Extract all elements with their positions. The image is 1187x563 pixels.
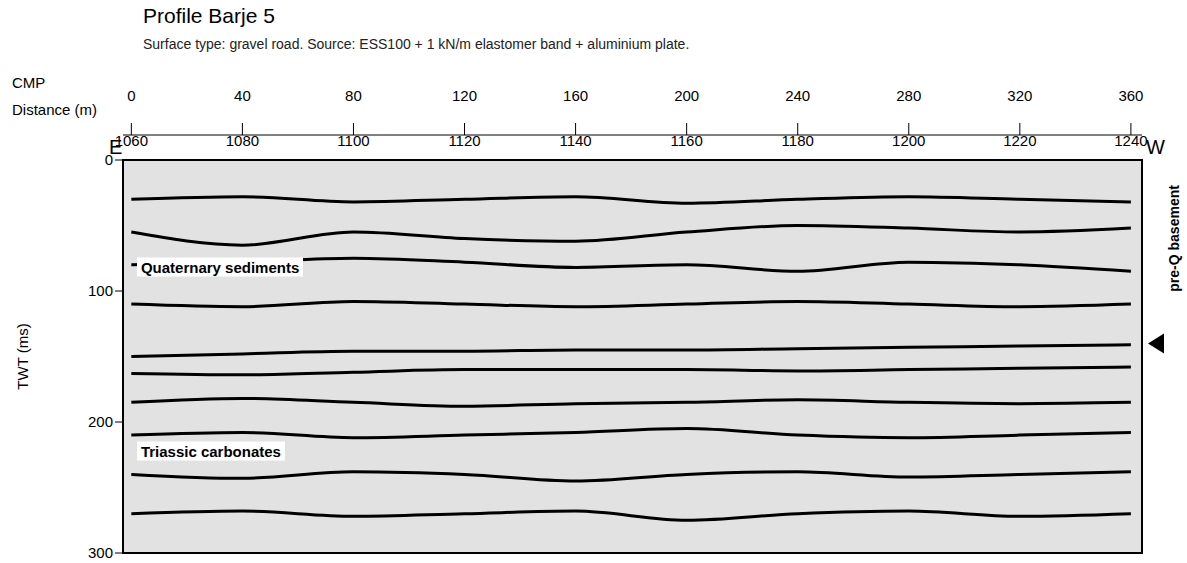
- svg-text:1180: 1180: [782, 132, 814, 149]
- html-text:Distance (m): Distance (m): [12, 101, 97, 118]
- svg-text:360: 360: [1118, 87, 1143, 104]
- html-text:CMP: CMP: [12, 74, 46, 91]
- svg-text:1120: 1120: [448, 132, 480, 149]
- svg-text:120: 120: [452, 87, 477, 104]
- svg-text:80: 80: [345, 87, 362, 104]
- svg-text:TWT (ms): TWT (ms): [14, 323, 31, 389]
- svg-text:pre-Q basement: pre-Q basement: [1166, 185, 1182, 292]
- html-text:Surface type: gravel road. Sou: Surface type: gravel road. Source: ESS10…: [143, 36, 690, 52]
- svg-text:40: 40: [234, 87, 251, 104]
- svg-text:W: W: [1146, 136, 1165, 158]
- svg-text:1100: 1100: [337, 132, 369, 149]
- svg-text:0: 0: [127, 87, 135, 104]
- svg-text:1080: 1080: [226, 132, 259, 149]
- svg-text:200: 200: [88, 413, 113, 430]
- svg-text:1240: 1240: [1114, 132, 1147, 149]
- svg-text:1060: 1060: [115, 132, 148, 149]
- svg-text:100: 100: [88, 282, 113, 299]
- svg-text:280: 280: [896, 87, 921, 104]
- svg-text:1200: 1200: [892, 132, 925, 149]
- svg-text:320: 320: [1007, 87, 1032, 104]
- svg-text:0: 0: [105, 151, 113, 168]
- svg-text:300: 300: [88, 544, 113, 561]
- svg-text:E: E: [109, 136, 122, 158]
- html-text:Profile Barje 5: Profile Barje 5: [143, 4, 275, 27]
- html-text:Triassic carbonates: Triassic carbonates: [140, 442, 281, 460]
- html-text:Quaternary sediments: Quaternary sediments: [140, 258, 300, 276]
- svg-text:1220: 1220: [1003, 132, 1036, 149]
- svg-text:1160: 1160: [671, 132, 703, 149]
- svg-text:200: 200: [674, 87, 699, 104]
- svg-text:240: 240: [785, 87, 810, 104]
- svg-text:1140: 1140: [559, 132, 591, 149]
- svg-text:160: 160: [563, 87, 588, 104]
